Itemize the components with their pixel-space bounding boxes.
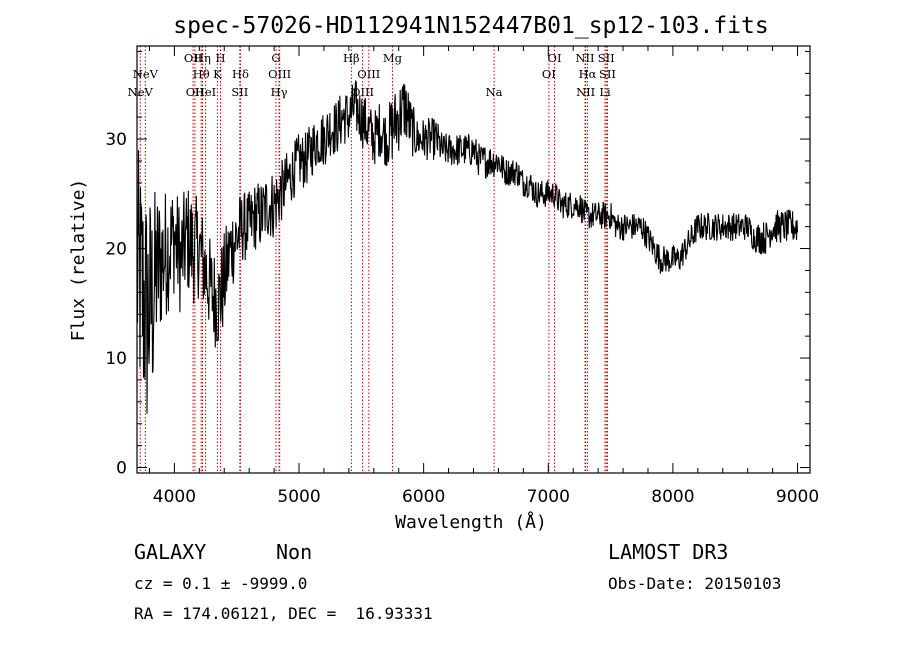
y-tick-label-3: 30: [105, 130, 127, 150]
survey-name: LAMOST DR3: [608, 540, 729, 564]
line-label-0: NeV: [128, 85, 154, 99]
object-class: GALAXY: [134, 540, 207, 564]
line-label-18: Na: [486, 85, 503, 99]
x-tick-label-2: 6000: [402, 487, 445, 507]
line-label-13: Hγ: [271, 85, 288, 99]
line-label-5: Hθ: [193, 67, 210, 81]
chart-title: spec-57026-HD112941N152447B01_sp12-103.f…: [173, 13, 768, 39]
x-tick-label-1: 5000: [277, 487, 320, 507]
line-label-26: Li: [599, 85, 611, 99]
line-label-1: NeV: [133, 67, 159, 81]
line-label-8: K: [213, 67, 222, 81]
line-label-6: HeI: [195, 85, 216, 99]
y-tick-label-1: 10: [105, 349, 127, 369]
spectrum-line: [136, 79, 799, 414]
line-label-22: Hα: [579, 67, 597, 81]
y-tick-label-2: 20: [105, 240, 127, 260]
line-label-23: NII: [576, 85, 595, 99]
line-label-10: SII: [231, 85, 248, 99]
line-label-7: H: [215, 51, 225, 65]
line-label-25: SII: [599, 67, 616, 81]
object-subclass: Non: [276, 540, 313, 564]
y-axis-ticks: 0 10 20 30: [105, 50, 810, 479]
line-label-9: Hδ: [232, 67, 249, 81]
y-axis-label: Flux (relative): [68, 179, 89, 342]
x-axis-ticks: 4000 5000 6000 7000 8000 9000: [148, 46, 819, 507]
x-tick-label-3: 7000: [527, 487, 570, 507]
line-label-12: OIII: [268, 67, 291, 81]
line-label-2: OII: [184, 51, 203, 65]
line-label-21: NII: [575, 51, 594, 65]
ra-dec: RA = 174.06121, DEC = 16.93331: [134, 604, 433, 623]
observation-date: Obs-Date: 20150103: [608, 574, 782, 593]
x-tick-label-5: 9000: [776, 487, 819, 507]
x-tick-label-4: 8000: [651, 487, 694, 507]
line-label-4: Hη: [194, 51, 211, 65]
x-tick-label-0: 4000: [153, 487, 196, 507]
y-tick-label-0: 0: [116, 459, 127, 479]
line-label-15: OIII: [357, 67, 380, 81]
plot-frame: [136, 45, 811, 474]
redshift-cz: cz = 0.1 ± -9999.0: [134, 574, 308, 593]
x-axis-label: Wavelength (Å): [395, 511, 547, 533]
line-label-11: G: [271, 51, 280, 65]
line-label-14: Hβ: [343, 51, 360, 65]
line-label-20: OI: [542, 67, 556, 81]
line-label-3: OII: [186, 85, 205, 99]
line-label-24: SII: [598, 51, 615, 65]
line-label-17: Mg: [383, 51, 403, 65]
line-label-19: OI: [548, 51, 562, 65]
